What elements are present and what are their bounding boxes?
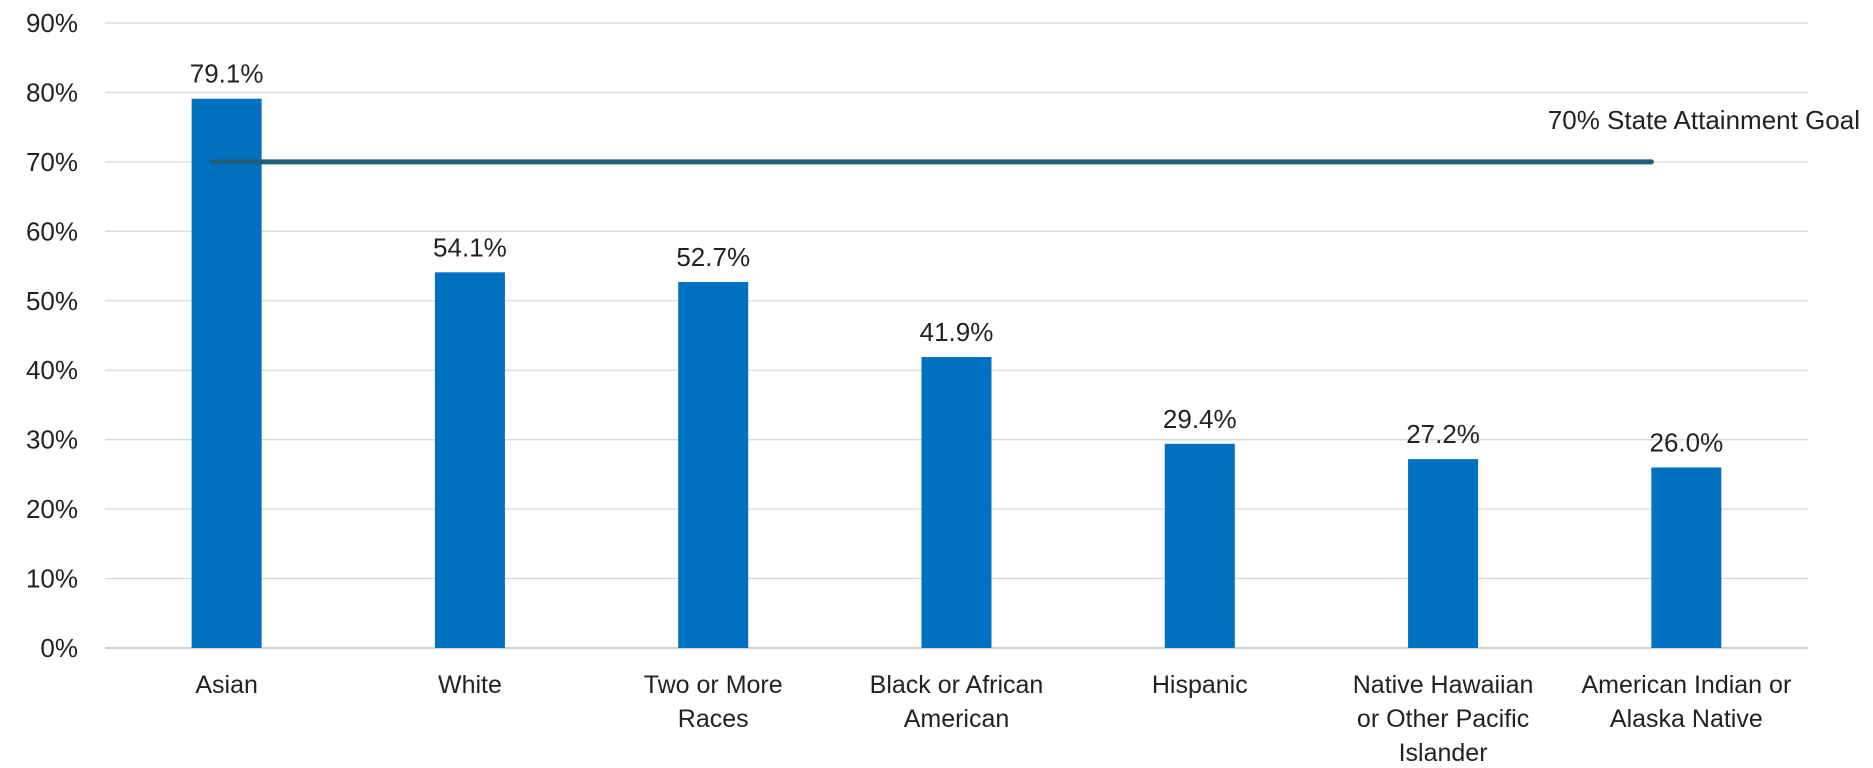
category-label: Two or More Races [644, 671, 783, 733]
category-label: White [438, 671, 502, 699]
bar [921, 357, 992, 648]
bar [678, 282, 749, 648]
category-label: Hispanic [1152, 671, 1248, 699]
data-label: 79.1% [190, 59, 264, 89]
data-label: 29.4% [1163, 404, 1237, 434]
data-label: 52.7% [676, 242, 750, 272]
y-tick-label: 40% [26, 355, 78, 385]
y-tick-label: 20% [26, 494, 78, 524]
bar [434, 272, 505, 648]
y-axis-ticks: 0% 10% 20% 30% 40% 50% 60% 70% 80% 90% [26, 8, 78, 663]
y-tick-label: 30% [26, 425, 78, 455]
y-tick-label: 60% [26, 216, 78, 246]
y-tick-label: 50% [26, 286, 78, 316]
x-axis-categories: Asian White Two or More Races Black or Afric… [195, 671, 1791, 767]
bar [1164, 443, 1235, 648]
category-label: American Indian or Alaska Native [1581, 671, 1791, 733]
data-label: 41.9% [920, 317, 994, 347]
bars [191, 98, 1722, 648]
category-label: Native Hawaiian or Other Pacific Islander [1353, 671, 1534, 767]
y-tick-label: 10% [26, 564, 78, 594]
data-label: 27.2% [1406, 419, 1480, 449]
data-labels: 79.1% 54.1% 52.7% 41.9% 29.4% 27.2% 26.0% [190, 59, 1723, 458]
y-tick-label: 70% [26, 147, 78, 177]
reference-line-group: 70% State Attainment Goal [209, 105, 1860, 165]
category-label: Asian [195, 671, 258, 699]
y-tick-label: 90% [26, 8, 78, 38]
bar [1408, 459, 1479, 648]
category-label: Black or African American [870, 671, 1044, 733]
bar [191, 98, 262, 648]
y-tick-label: 0% [40, 633, 78, 663]
goal-line-label: 70% State Attainment Goal [1548, 105, 1860, 135]
data-label: 54.1% [433, 232, 507, 262]
bar [1651, 467, 1722, 648]
data-label: 26.0% [1649, 427, 1723, 457]
y-tick-label: 80% [26, 77, 78, 107]
